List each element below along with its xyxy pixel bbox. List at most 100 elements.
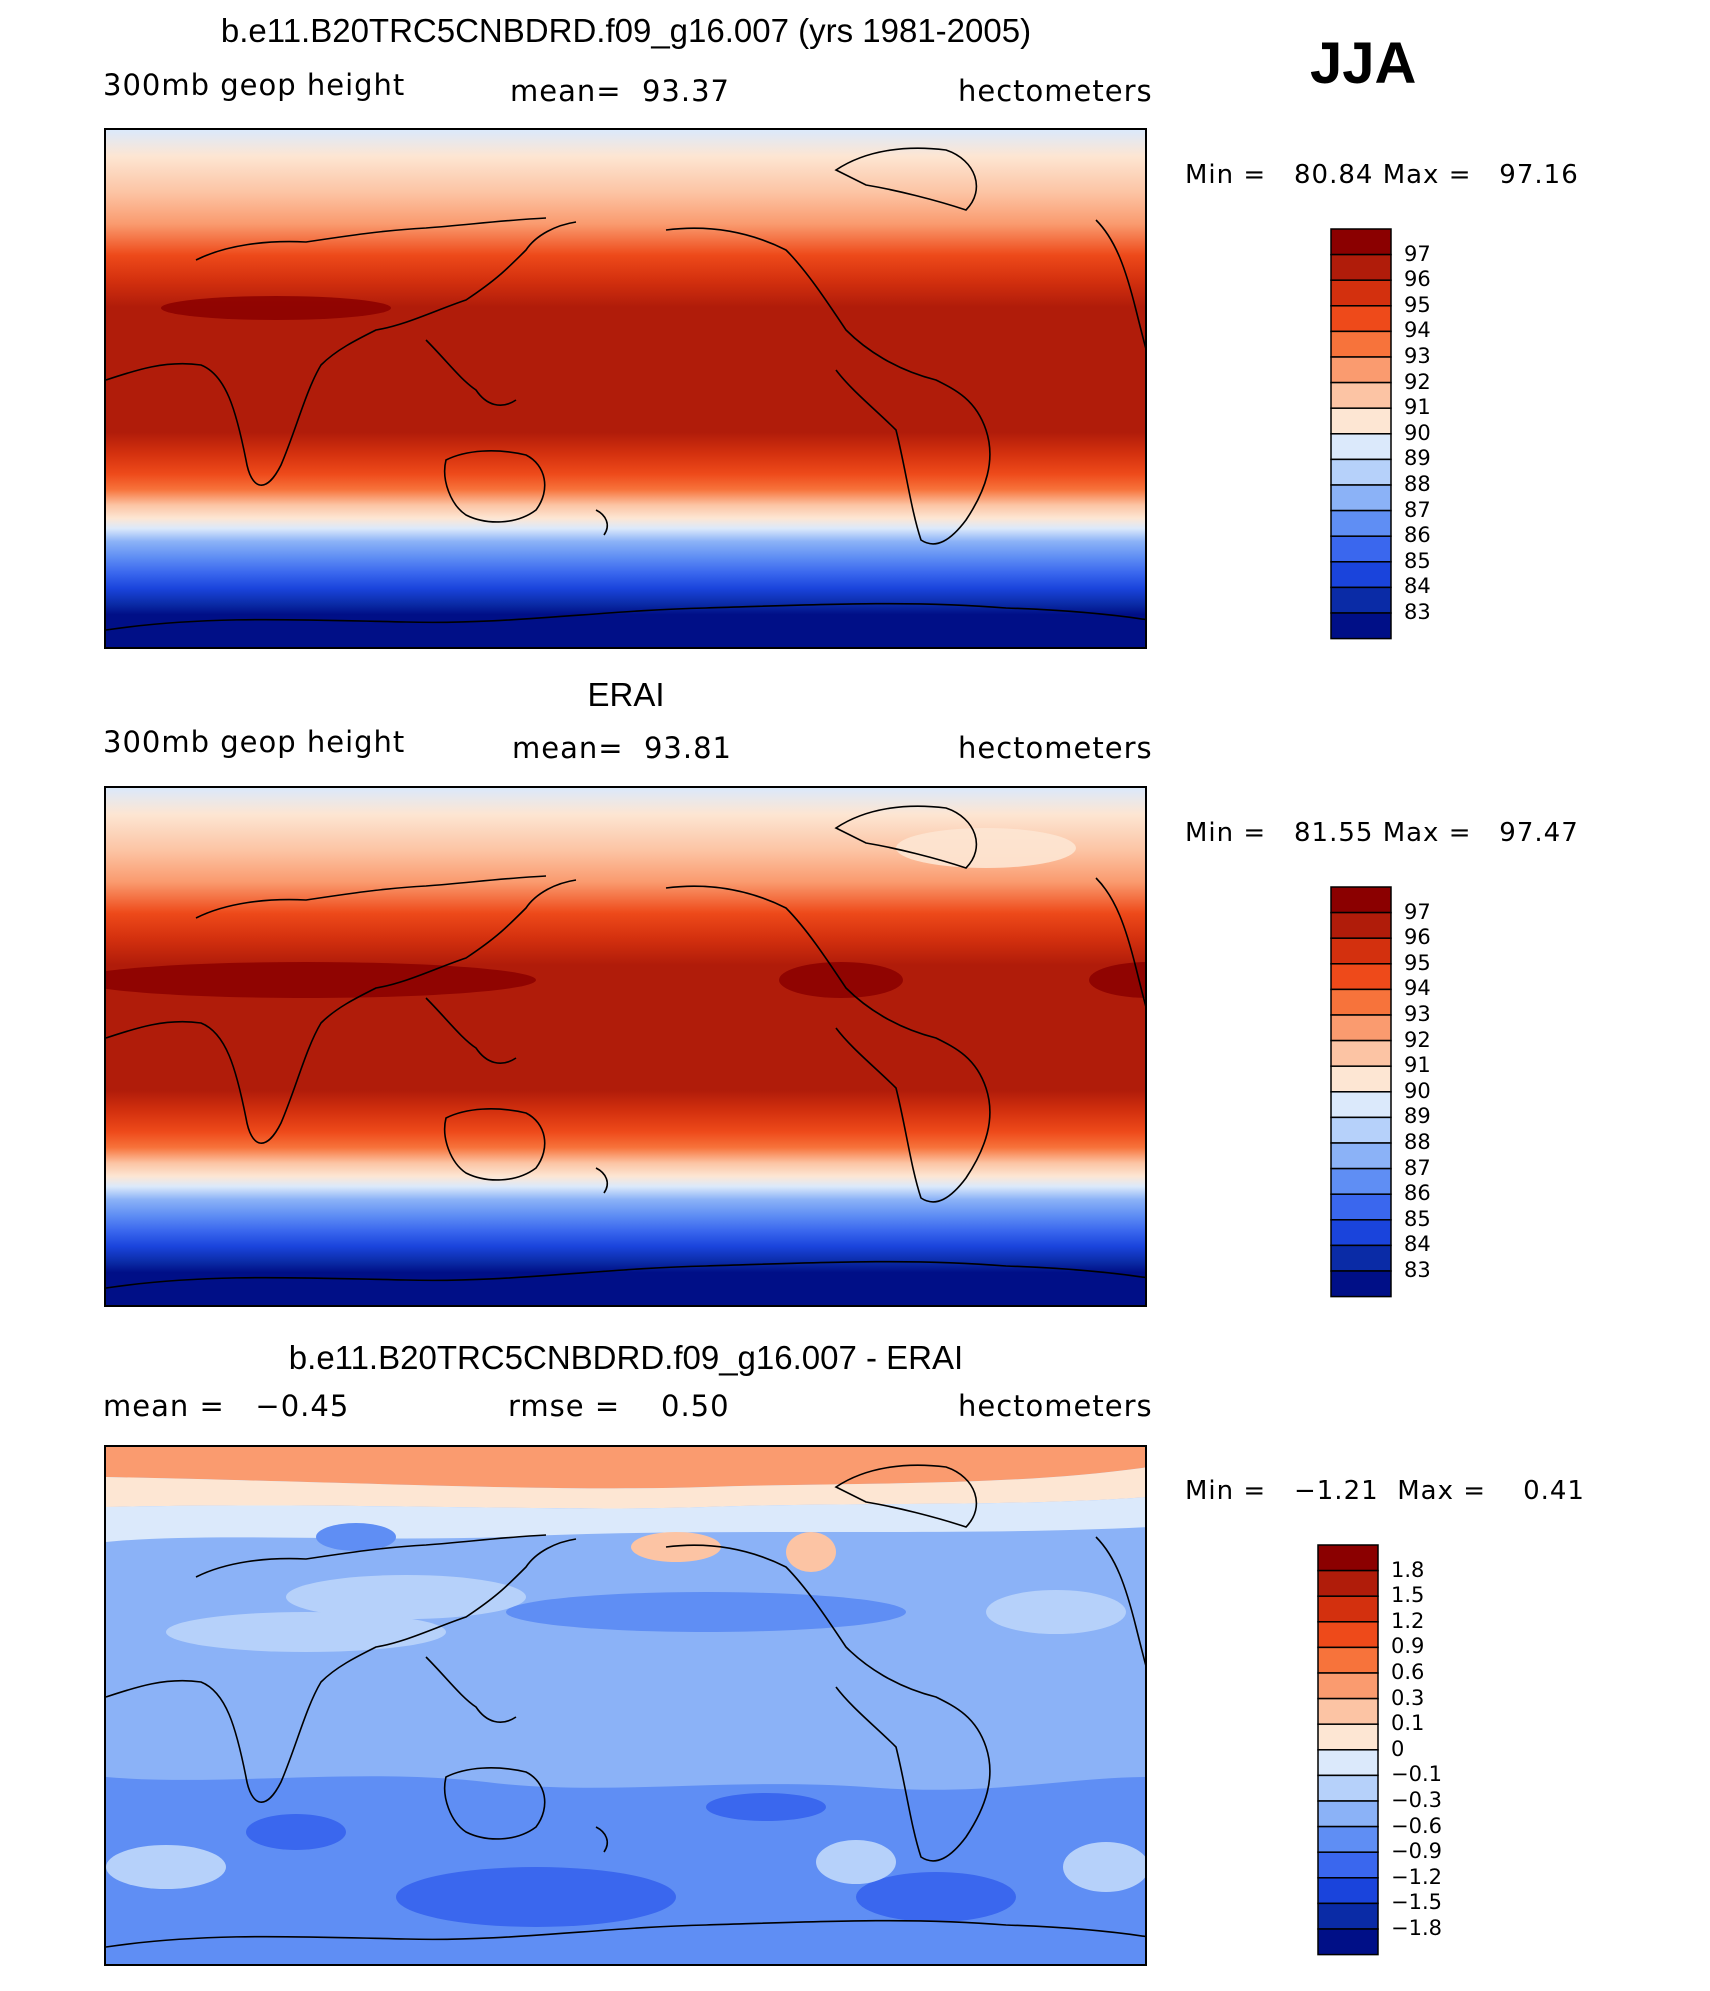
panel2-colorbar-tick-label: 92 — [1404, 1027, 1431, 1052]
panel1-max-value: 97.16 — [1499, 160, 1579, 190]
panel1-mean-label: mean= — [510, 74, 622, 108]
panel1-colorbar-tick-label: 91 — [1404, 395, 1431, 420]
panel2-minmax: Min = 81.55 Max = 97.47 — [1185, 818, 1579, 848]
panel3-colorbar-tick-label: 0.9 — [1391, 1634, 1425, 1659]
panel3-colorbar-tick-label: −1.2 — [1391, 1864, 1442, 1889]
panel2-coastlines — [106, 805, 1145, 1289]
panel2-min-value: 81.55 — [1293, 818, 1374, 848]
panel2-max-label: Max = — [1382, 818, 1472, 848]
panel3-max-value: 0.41 — [1523, 1476, 1585, 1506]
panel2-colorbar-swatch — [1330, 937, 1392, 965]
panel1-units: hectometers — [958, 74, 1153, 108]
panel3-colorbar-swatch — [1317, 1825, 1379, 1853]
panel2-colorbar-tick-label: 95 — [1404, 950, 1431, 975]
panel1-max-label: Max = — [1382, 160, 1472, 190]
panel2-colorbar-tick-label: 93 — [1404, 1002, 1431, 1026]
panel1-colorbar-swatch — [1330, 279, 1392, 307]
panel3-colorbar-swatch — [1317, 1774, 1379, 1802]
panel2-colorbar-swatch — [1330, 1091, 1392, 1119]
panel3-colorbar-swatch — [1317, 1723, 1379, 1751]
panel1-colorbar-swatch — [1330, 561, 1392, 589]
panel3-units: hectometers — [958, 1389, 1153, 1423]
panel3-max-label: Max = — [1397, 1476, 1487, 1506]
panel1-variable-label: 300mb geop height — [103, 68, 406, 102]
panel1-colorbar-tick-label: 88 — [1404, 472, 1431, 496]
panel2-max-value: 97.47 — [1499, 818, 1579, 848]
panel1-mean: mean= 93.37 — [510, 74, 730, 108]
panel2-colorbar-tick-label: 88 — [1404, 1130, 1431, 1154]
panel1-colorbar-swatch — [1330, 509, 1392, 537]
panel2-colorbar-swatch — [1330, 988, 1392, 1016]
panel1-colorbar-tick-label: 86 — [1404, 523, 1431, 548]
panel3-colorbar-swatch — [1317, 1928, 1379, 1956]
panel1-colorbar-swatch — [1330, 228, 1392, 256]
panel3-coastlines — [106, 1464, 1145, 1948]
panel1-colorbar-swatch — [1330, 407, 1392, 435]
panel3-colorbar-swatch — [1317, 1569, 1379, 1597]
panel2-colorbar — [1330, 886, 1392, 1298]
panel3-rmse-value: 0.50 — [661, 1389, 730, 1423]
panel1-colorbar-tick-label: 94 — [1404, 318, 1431, 343]
panel2-map — [104, 786, 1147, 1307]
panel1-colorbar-tick-label: 96 — [1404, 267, 1431, 292]
panel2-colorbar-tick-label: 90 — [1404, 1078, 1431, 1103]
panel1-colorbar-swatch — [1330, 535, 1392, 563]
panel3-map — [104, 1445, 1147, 1966]
panel2-mean: mean= 93.81 — [512, 731, 732, 765]
panel2-colorbar-swatch — [1330, 1039, 1392, 1067]
panel2-colorbar-swatch — [1330, 1167, 1392, 1195]
panel3-colorbar-swatch — [1317, 1800, 1379, 1828]
panel2-colorbar-swatch — [1330, 1244, 1392, 1272]
panel2-colorbar-swatch — [1330, 911, 1392, 939]
panel2-title: ERAI — [587, 676, 665, 713]
panel1-colorbar-swatch — [1330, 305, 1392, 333]
panel3-colorbar-tick-label: −0.1 — [1391, 1762, 1442, 1787]
panel1-colorbar — [1330, 228, 1392, 640]
panel1-colorbar-swatch — [1330, 586, 1392, 614]
panel3-colorbar-swatch — [1317, 1672, 1379, 1700]
panel3-title: b.e11.B20TRC5CNBDRD.f09_g16.007 - ERAI — [288, 1339, 964, 1376]
panel2-mean-label: mean= — [512, 731, 624, 765]
panel1-colorbar-tick-label: 83 — [1404, 600, 1431, 624]
panel1-mean-value: 93.37 — [641, 74, 731, 108]
panel3-mean-label: mean = — [103, 1389, 225, 1423]
panel1-colorbar-tick-label: 93 — [1404, 344, 1431, 368]
panel2-colorbar-swatch — [1330, 1014, 1392, 1042]
panel3-rmse: rmse = 0.50 — [508, 1389, 730, 1423]
panel3-colorbar-swatch — [1317, 1697, 1379, 1725]
panel3-min-label: Min = — [1185, 1476, 1267, 1506]
panel2-colorbar-swatch — [1330, 1065, 1392, 1093]
panel3-colorbar-tick-label: −0.9 — [1391, 1839, 1442, 1864]
panel3-colorbar-tick-label: −1.5 — [1391, 1890, 1442, 1915]
panel1-colorbar-tick-label: 95 — [1404, 292, 1431, 317]
panel1-min-label: Min = — [1185, 160, 1267, 190]
panel2-colorbar-tick-label: 85 — [1404, 1206, 1431, 1231]
panel1-coastlines — [106, 147, 1145, 631]
panel3-colorbar-swatch — [1317, 1646, 1379, 1674]
panel3-mean-value: −0.45 — [255, 1389, 350, 1423]
panel1-min-value: 80.84 — [1293, 160, 1374, 190]
panel3-minmax: Min = −1.21 Max = 0.41 — [1185, 1476, 1585, 1506]
panel1-colorbar-tick-label: 85 — [1404, 548, 1431, 573]
panel3-rmse-label: rmse = — [508, 1389, 621, 1423]
panel2-colorbar-swatch — [1330, 1219, 1392, 1247]
panel2-colorbar-tick-label: 86 — [1404, 1181, 1431, 1206]
panel3-colorbar-tick-label: 1.8 — [1391, 1557, 1425, 1582]
panel2-min-label: Min = — [1185, 818, 1267, 848]
panel2-colorbar-swatch — [1330, 1193, 1392, 1221]
panel2-colorbar-swatch — [1330, 1142, 1392, 1170]
panel3-colorbar-tick-label: 1.2 — [1391, 1608, 1425, 1633]
panel2-colorbar-tick-label: 87 — [1404, 1155, 1431, 1180]
panel1-colorbar-tick-label: 97 — [1404, 241, 1431, 266]
panel1-colorbar-swatch — [1330, 433, 1392, 461]
panel3-mean: mean = −0.45 — [103, 1389, 349, 1423]
panel3-colorbar-tick-label: 0.3 — [1391, 1685, 1425, 1710]
panel2-colorbar-swatch — [1330, 1270, 1392, 1298]
panel3-colorbar-tick-label: −0.6 — [1391, 1813, 1442, 1838]
panel2-colorbar-tick-label: 94 — [1404, 976, 1431, 1001]
panel2-colorbar-swatch — [1330, 886, 1392, 914]
panel3-colorbar-tick-label: 0 — [1391, 1736, 1405, 1761]
panel3-colorbar-tick-label: 0.6 — [1391, 1660, 1425, 1684]
panel1-colorbar-swatch — [1330, 330, 1392, 358]
